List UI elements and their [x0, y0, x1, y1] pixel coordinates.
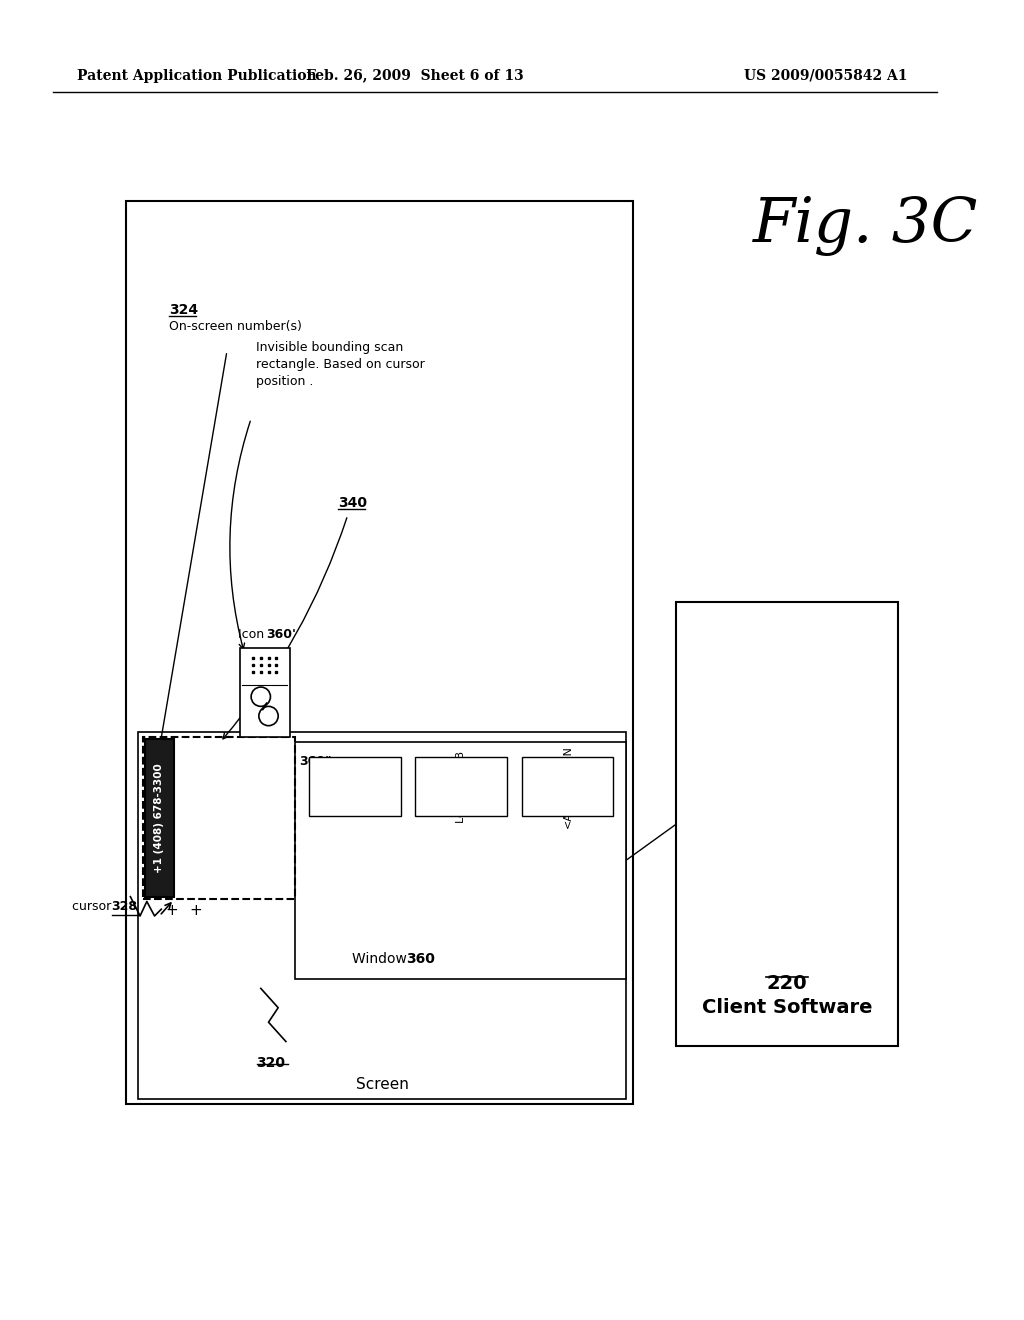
Text: 360': 360' [266, 628, 297, 640]
Text: Window: Window [352, 953, 412, 966]
Text: Call 362A: Call 362A [350, 760, 360, 813]
Text: +: + [189, 903, 203, 917]
Bar [240, 648, 290, 738]
Text: 328: 328 [111, 900, 137, 913]
Text: cursor: cursor [73, 900, 116, 913]
Text: 360": 360" [299, 755, 332, 768]
Text: US 2009/0055842 A1: US 2009/0055842 A1 [744, 69, 908, 83]
Text: Screen: Screen [355, 1077, 409, 1093]
Text: +1 (408) 678-3300: +1 (408) 678-3300 [155, 763, 165, 873]
Text: On-screen number(s): On-screen number(s) [169, 319, 302, 333]
Bar [143, 738, 295, 899]
Bar [144, 739, 174, 896]
Text: Client Software: Client Software [701, 998, 872, 1018]
Text: Lookup 362B: Lookup 362B [457, 751, 466, 822]
Bar [309, 756, 400, 817]
Bar [295, 742, 626, 978]
Bar [676, 602, 898, 1047]
Text: Fig. 3C: Fig. 3C [754, 197, 979, 256]
Bar [126, 201, 633, 1105]
Text: +: + [166, 903, 178, 917]
Bar [521, 756, 613, 817]
Text: 320: 320 [256, 1056, 285, 1071]
Text: Invisible bounding scan
rectangle. Based on cursor
position .: Invisible bounding scan rectangle. Based… [256, 342, 425, 388]
Text: <Action>362N: <Action>362N [562, 744, 572, 828]
Text: 340: 340 [338, 496, 367, 510]
Text: 360: 360 [406, 953, 434, 966]
Text: Icon: Icon [238, 628, 267, 640]
Bar [138, 733, 626, 1100]
Text: 220: 220 [767, 974, 808, 993]
Text: Feb. 26, 2009  Sheet 6 of 13: Feb. 26, 2009 Sheet 6 of 13 [306, 69, 524, 83]
Text: Patent Application Publication: Patent Application Publication [77, 69, 316, 83]
Bar [416, 756, 507, 817]
Text: 324: 324 [169, 302, 199, 317]
